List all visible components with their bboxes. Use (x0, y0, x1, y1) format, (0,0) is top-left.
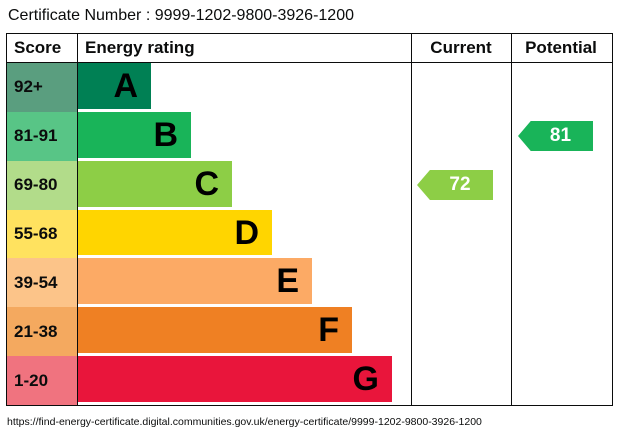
rating-bar: F (77, 307, 352, 354)
rating-bar: A (77, 63, 151, 109)
current-rating-marker: 72 (417, 170, 493, 200)
header-energy-rating: Energy rating (85, 38, 195, 57)
certificate-number-title: Certificate Number : 9999-1202-9800-3926… (8, 7, 354, 24)
header-potential: Potential (525, 38, 597, 57)
column-divider-current (411, 34, 412, 405)
rating-bar: G (77, 356, 392, 403)
rating-letter: E (276, 262, 299, 301)
score-cell: 92+ (7, 63, 77, 112)
band-rows: 92+ A 81-91 B 69-80 C 55-68 D 39-54 (7, 63, 612, 406)
rating-letter: A (113, 66, 138, 105)
potential-rating-marker: 81 (518, 121, 593, 151)
score-cell: 69-80 (7, 160, 77, 210)
rating-letter: B (153, 115, 178, 154)
column-divider-potential (511, 34, 512, 405)
table-row: 39-54 E (7, 258, 612, 308)
table-row: 55-68 D (7, 209, 612, 259)
column-divider-score (77, 34, 78, 405)
score-cell: 21-38 (7, 307, 77, 357)
header-current: Current (430, 38, 492, 57)
table-header-row: Score Energy rating Current Potential (7, 34, 612, 63)
rating-bar: D (77, 209, 272, 256)
score-cell: 1-20 (7, 356, 77, 406)
table-row: 1-20 G (7, 356, 612, 406)
potential-rating-value: 81 (549, 125, 572, 146)
score-cell: 81-91 (7, 111, 77, 161)
header-score: Score (14, 38, 62, 57)
footer-certificate-url: https://find-energy-certificate.digital.… (7, 416, 482, 428)
table-row: 69-80 C (7, 160, 612, 210)
table-row: 92+ A (7, 63, 612, 112)
score-cell: 55-68 (7, 209, 77, 259)
table-row: 81-91 B (7, 111, 612, 161)
current-rating-value: 72 (449, 174, 471, 195)
rating-letter: D (234, 213, 259, 252)
rating-letter: C (194, 164, 219, 203)
rating-bar: B (77, 111, 191, 158)
rating-letter: G (352, 360, 379, 399)
rating-bar: E (77, 258, 312, 305)
table-row: 21-38 F (7, 307, 612, 357)
rating-bar: C (77, 160, 232, 207)
energy-rating-table: Score Energy rating Current Potential 92… (6, 33, 613, 406)
score-cell: 39-54 (7, 258, 77, 308)
rating-letter: F (318, 311, 339, 350)
